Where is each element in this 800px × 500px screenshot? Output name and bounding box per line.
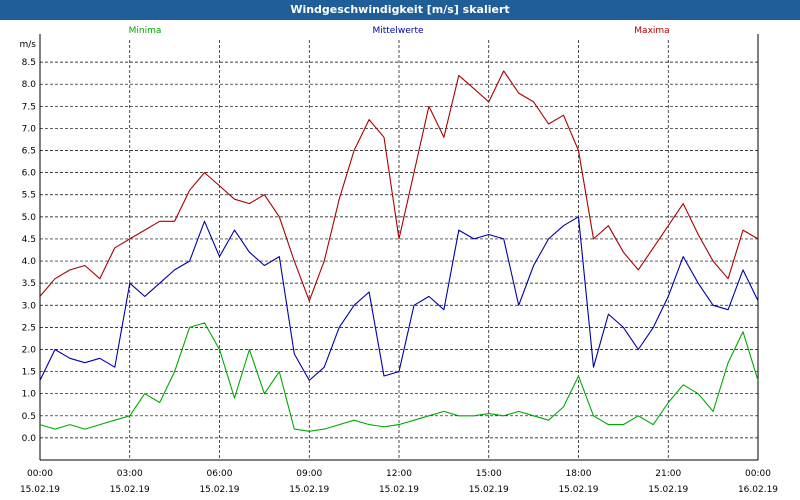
x-tick-time: 21:00 <box>655 469 681 479</box>
legend-minima: Minima <box>129 26 162 36</box>
x-tick-date: 15.02.19 <box>110 485 150 495</box>
y-tick-label: 4.0 <box>22 257 37 267</box>
legend: Minima Mittelwerte Maxima <box>129 26 670 36</box>
y-tick-label: 5.5 <box>22 191 36 201</box>
x-tick-time: 06:00 <box>207 469 233 479</box>
series-lines <box>39 70 759 432</box>
y-tick-label: 3.5 <box>22 279 36 289</box>
x-tick-date: 15.02.19 <box>199 485 239 495</box>
legend-mittelwerte: Mittelwerte <box>372 26 423 36</box>
y-tick-label: 8.5 <box>22 58 36 68</box>
y-tick-label: 3.0 <box>22 301 37 311</box>
x-tick-date: 15.02.19 <box>20 485 60 495</box>
legend-maxima: Maxima <box>634 26 669 36</box>
x-tick-time: 15:00 <box>476 469 502 479</box>
chart-title: Windgeschwindigkeit [m/s] skaliert <box>0 0 800 20</box>
y-tick-label: 6.0 <box>22 169 37 179</box>
x-tick-time: 00:00 <box>27 469 53 479</box>
y-tick-label: 2.5 <box>22 323 36 333</box>
y-tick-label: 4.5 <box>22 235 36 245</box>
grid <box>40 40 758 460</box>
y-tick-label: 0.0 <box>22 434 37 444</box>
y-tick-label: 8.0 <box>22 80 37 90</box>
y-tick-label: 7.0 <box>22 124 37 134</box>
x-tick-date: 15.02.19 <box>379 485 419 495</box>
y-tick-label: 1.5 <box>22 368 36 378</box>
y-axis-label: m/s <box>20 40 37 50</box>
y-tick-label: 1.0 <box>22 390 37 400</box>
y-tick-label: 6.5 <box>22 147 36 157</box>
x-tick-time: 00:00 <box>745 469 771 479</box>
axes <box>39 34 759 461</box>
x-tick-time: 12:00 <box>386 469 412 479</box>
x-tick-date: 15.02.19 <box>289 485 329 495</box>
series-line-mittelwerte <box>39 216 759 381</box>
series-line-maxima <box>39 70 759 302</box>
series-line-minima <box>39 322 759 432</box>
y-tick-label: 7.5 <box>22 102 36 112</box>
y-tick-label: 0.5 <box>22 412 36 422</box>
x-tick-date: 15.02.19 <box>469 485 509 495</box>
x-tick-time: 03:00 <box>117 469 143 479</box>
x-tick-date: 16.02.19 <box>738 485 778 495</box>
y-tick-label: 2.0 <box>22 345 37 355</box>
y-axis-ticks: 0.0 0.5 1.0 1.5 2.0 2.5 3.0 3.5 4.0 4.5 5.0 5.5 6.0 6… <box>22 58 37 444</box>
y-tick-label: 5.0 <box>22 213 37 223</box>
x-tick-time: 18:00 <box>566 469 592 479</box>
x-axis-ticks: 00:00 15.02.19 03:00 15.02.19 06:00 15.02.19 0… <box>20 469 778 495</box>
x-tick-date: 15.02.19 <box>648 485 688 495</box>
x-tick-date: 15.02.19 <box>558 485 598 495</box>
x-tick-time: 09:00 <box>296 469 322 479</box>
